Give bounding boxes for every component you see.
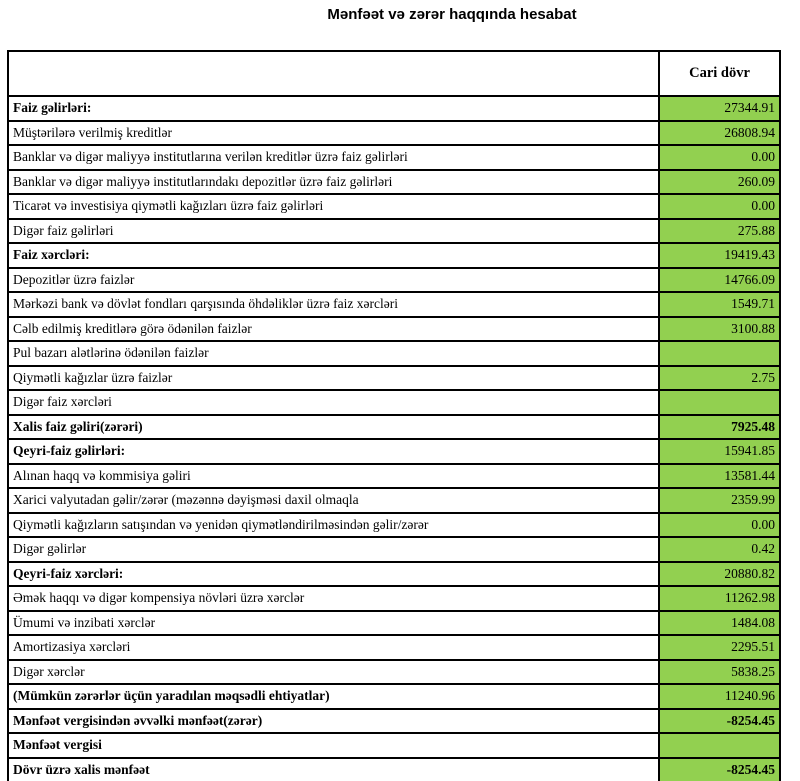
row-value: 2.75 [658,364,781,391]
row-label: Qeyri-faiz xərcləri: [7,560,660,587]
table-row: Cəlb edilmiş kreditlərə görə ödənilən fa… [7,315,781,342]
table-row: Banklar və digər maliyyə institutlarında… [7,168,781,195]
row-value: 5838.25 [658,658,781,685]
row-label: Dövr üzrə xalis mənfəət [7,756,660,781]
table-row: Mənfəət vergisi [7,732,781,759]
profit-loss-table: Cari dövr Faiz gəlirləri: 27344.91 Müştə… [7,50,781,781]
row-value: 11240.96 [658,683,781,710]
row-label: Faiz gəlirləri: [7,95,660,122]
row-value: 11262.98 [658,585,781,612]
row-label: Digər xərclər [7,658,660,685]
row-label: Müştərilərə verilmiş kreditlər [7,119,660,146]
row-label: Digər gəlirlər [7,536,660,563]
row-value: 3100.88 [658,315,781,342]
row-value: -8254.45 [658,707,781,734]
table-row: Qeyri-faiz gəlirləri: 15941.85 [7,438,781,465]
row-label: Banklar və digər maliyyə institutlarına … [7,144,660,171]
table-row: (Mümkün zərərlər üçün yaradılan məqsədli… [7,683,781,710]
header-value-cell: Cari dövr [658,50,781,97]
row-label: Qeyri-faiz gəlirləri: [7,438,660,465]
row-label: Digər faiz gəlirləri [7,217,660,244]
row-label: Cəlb edilmiş kreditlərə görə ödənilən fa… [7,315,660,342]
row-label: Xarici valyutadan gəlir/zərər (məzənnə d… [7,487,660,514]
table-row: Digər xərclər 5838.25 [7,658,781,685]
table-row: Əmək haqqı və digər kompensiya növləri ü… [7,585,781,612]
row-label: Depozitlər üzrə faizlər [7,266,660,293]
table-row: Alınan haqq və kommisiya gəliri 13581.44 [7,462,781,489]
table-row: Xalis faiz gəliri(zərəri) 7925.48 [7,413,781,440]
row-label: Mənfəət vergisi [7,732,660,759]
row-label: Qiymətli kağızlar üzrə faizlər [7,364,660,391]
table-row: Pul bazarı alətlərinə ödənilən faizlər [7,340,781,367]
row-value [658,340,781,367]
table-row: Faiz xərcləri: 19419.43 [7,242,781,269]
row-value: 1484.08 [658,609,781,636]
row-value: 0.42 [658,536,781,563]
table-row: Banklar və digər maliyyə institutlarına … [7,144,781,171]
row-label: Qiymətli kağızların satışından və yenidə… [7,511,660,538]
row-value: 26808.94 [658,119,781,146]
row-value: 20880.82 [658,560,781,587]
row-label: Alınan haqq və kommisiya gəliri [7,462,660,489]
row-value: 7925.48 [658,413,781,440]
row-value: 15941.85 [658,438,781,465]
table-row: Qeyri-faiz xərcləri: 20880.82 [7,560,781,587]
row-label: Banklar və digər maliyyə institutlarında… [7,168,660,195]
table-row: Digər faiz gəlirləri 275.88 [7,217,781,244]
table-row: Mərkəzi bank və dövlət fondları qarşısın… [7,291,781,318]
row-label: Əmək haqqı və digər kompensiya növləri ü… [7,585,660,612]
row-label: Ticarət və investisiya qiymətli kağızlar… [7,193,660,220]
table-row: Digər faiz xərcləri [7,389,781,416]
row-label: Mərkəzi bank və dövlət fondları qarşısın… [7,291,660,318]
row-value: 0.00 [658,511,781,538]
table-row: Ümumi və inzibati xərclər 1484.08 [7,609,781,636]
row-value: 27344.91 [658,95,781,122]
table-header-row: Cari dövr [7,50,781,97]
row-value [658,389,781,416]
row-value: 14766.09 [658,266,781,293]
row-value: 1549.71 [658,291,781,318]
row-label: Digər faiz xərcləri [7,389,660,416]
row-value: 275.88 [658,217,781,244]
table-row: Amortizasiya xərcləri 2295.51 [7,634,781,661]
table-row: Digər gəlirlər 0.42 [7,536,781,563]
row-value: -8254.45 [658,756,781,781]
table-body: Faiz gəlirləri: 27344.91 Müştərilərə ver… [7,95,781,781]
page-title: Mənfəət və zərər haqqında hesabat [327,6,577,23]
row-value: 19419.43 [658,242,781,269]
table-row: Müştərilərə verilmiş kreditlər 26808.94 [7,119,781,146]
table-row: Dövr üzrə xalis mənfəət -8254.45 [7,756,781,781]
row-value: 2295.51 [658,634,781,661]
row-value: 260.09 [658,168,781,195]
row-label: Pul bazarı alətlərinə ödənilən faizlər [7,340,660,367]
row-value: 0.00 [658,193,781,220]
row-label: (Mümkün zərərlər üçün yaradılan məqsədli… [7,683,660,710]
row-label: Mənfəət vergisindən əvvəlki mənfəət(zərə… [7,707,660,734]
row-label: Faiz xərcləri: [7,242,660,269]
header-label-cell [7,50,660,97]
table-row: Mənfəət vergisindən əvvəlki mənfəət(zərə… [7,707,781,734]
table-row: Xarici valyutadan gəlir/zərər (məzənnə d… [7,487,781,514]
row-value: 0.00 [658,144,781,171]
row-value: 2359.99 [658,487,781,514]
row-label: Xalis faiz gəliri(zərəri) [7,413,660,440]
row-label: Ümumi və inzibati xərclər [7,609,660,636]
row-value [658,732,781,759]
table-row: Qiymətli kağızlar üzrə faizlər 2.75 [7,364,781,391]
table-row: Depozitlər üzrə faizlər 14766.09 [7,266,781,293]
table-row: Faiz gəlirləri: 27344.91 [7,95,781,122]
table-row: Ticarət və investisiya qiymətli kağızlar… [7,193,781,220]
row-value: 13581.44 [658,462,781,489]
row-label: Amortizasiya xərcləri [7,634,660,661]
table-row: Qiymətli kağızların satışından və yenidə… [7,511,781,538]
